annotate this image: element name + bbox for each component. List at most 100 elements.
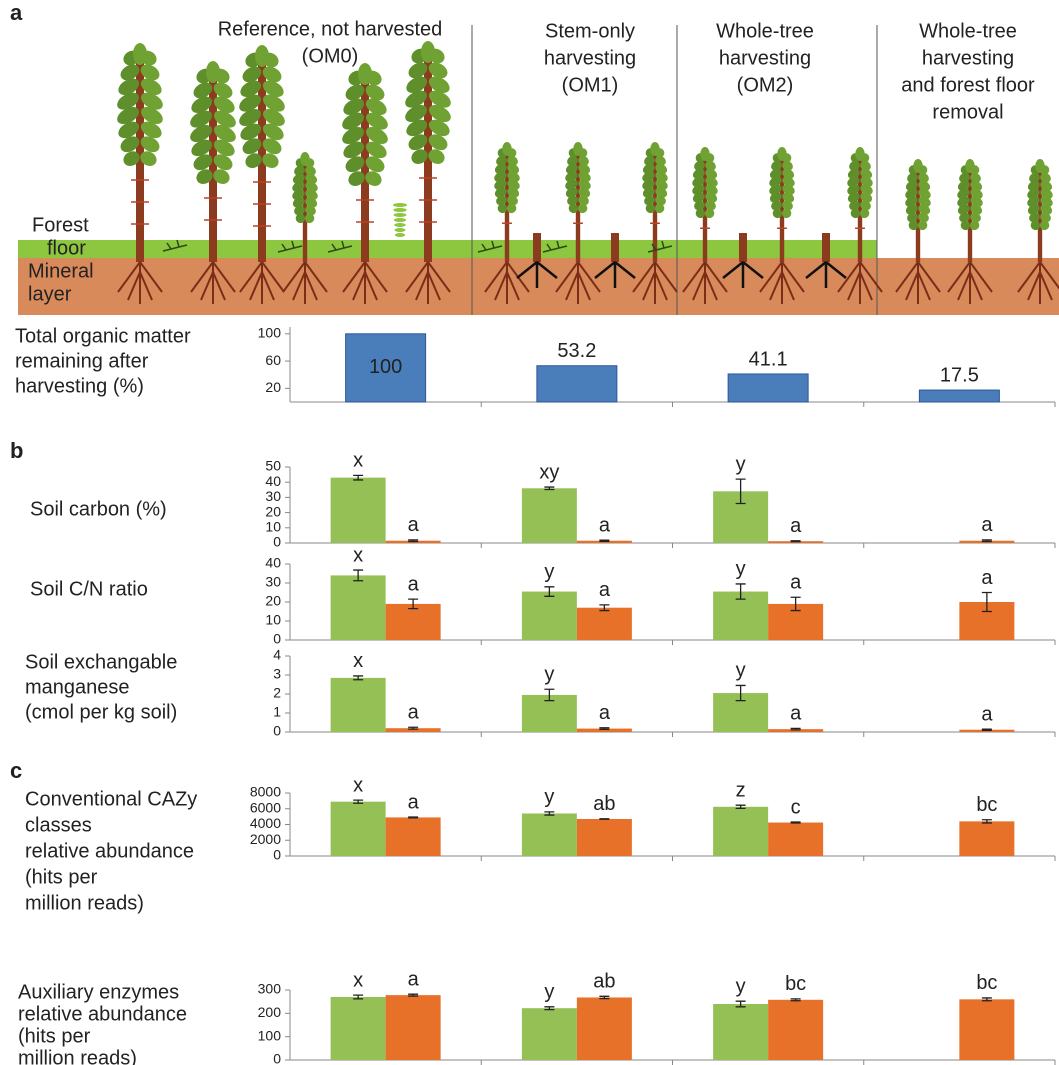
- leaf: [860, 160, 871, 171]
- leaf: [118, 121, 140, 139]
- leaf: [366, 112, 388, 130]
- error-bar: [408, 816, 419, 819]
- debris: [277, 240, 303, 253]
- treatment-label: Whole-tree: [919, 20, 1017, 42]
- leaf: [502, 142, 512, 156]
- leaf: [507, 187, 520, 198]
- bar: [330, 575, 386, 640]
- mineral-layer: [18, 258, 1059, 315]
- stump: [739, 233, 747, 262]
- error-bar: [981, 539, 992, 543]
- leaf: [214, 110, 236, 128]
- leaf: [782, 160, 793, 171]
- leaf: [965, 159, 975, 173]
- significance-letter: x: [353, 774, 363, 796]
- leaf: [705, 184, 718, 195]
- leaf: [957, 196, 970, 207]
- y-tick-label: 40: [265, 555, 281, 571]
- fern: [394, 233, 406, 237]
- leaf: [705, 176, 718, 187]
- leaf: [242, 138, 262, 155]
- leaf: [642, 179, 655, 190]
- bar: [536, 365, 618, 403]
- treatment-label: harvesting: [922, 47, 1014, 69]
- leaf: [429, 104, 451, 123]
- leaf: [957, 204, 970, 215]
- y-axis-label: Soil exchangable: [25, 651, 177, 673]
- roots: [117, 261, 163, 304]
- significance-letter: a: [599, 702, 611, 724]
- leaf: [213, 82, 233, 99]
- leaf: [345, 156, 365, 173]
- bar: [330, 801, 386, 856]
- trunk: [779, 160, 785, 262]
- leaf: [860, 176, 873, 187]
- leaf: [406, 119, 428, 137]
- leaf: [970, 188, 983, 199]
- leaf: [1029, 172, 1040, 183]
- error-bar: [544, 586, 555, 597]
- bar: [385, 995, 441, 1060]
- leaf: [1027, 180, 1040, 191]
- panel-label: a: [10, 0, 23, 25]
- leaf: [849, 200, 860, 211]
- leaf: [117, 92, 139, 110]
- leaf: [133, 43, 147, 65]
- y-axis-label: Soil carbon (%): [30, 498, 167, 520]
- trunk: [209, 78, 217, 262]
- leaf: [365, 156, 385, 173]
- significance-letter: bc: [976, 972, 997, 994]
- panel-label: c: [10, 758, 22, 783]
- fern: [393, 218, 407, 222]
- bar: [959, 821, 1015, 856]
- leaf: [565, 163, 578, 174]
- error-bar: [735, 478, 746, 505]
- y-tick-label: 60: [265, 352, 281, 368]
- fern: [393, 213, 407, 217]
- leaf: [428, 149, 445, 165]
- layer-label: floor: [47, 237, 86, 259]
- leaf: [769, 184, 782, 195]
- bar: [576, 818, 632, 856]
- error-bar: [408, 993, 419, 997]
- leaf: [970, 196, 983, 207]
- value-label: 53.2: [557, 340, 596, 362]
- value-label: 100: [369, 356, 402, 378]
- leaf: [565, 187, 578, 198]
- error-bar: [353, 569, 364, 582]
- leaf: [494, 179, 507, 190]
- leaf: [193, 154, 213, 171]
- leaf: [705, 168, 718, 179]
- leaf: [140, 121, 162, 139]
- leaf: [782, 192, 795, 203]
- leaf: [860, 192, 873, 203]
- error-bar: [408, 539, 419, 543]
- y-axis-label: manganese: [25, 676, 130, 698]
- roots: [239, 261, 285, 304]
- y-tick-label: 40: [265, 473, 281, 489]
- leaf: [777, 147, 787, 161]
- treatment-label: (OM2): [737, 74, 794, 96]
- stump: [533, 233, 541, 262]
- trunk: [857, 160, 863, 262]
- y-tick-label: 1: [273, 704, 281, 720]
- y-tick-label: 2: [273, 685, 281, 701]
- trunk: [302, 165, 308, 262]
- leaf: [140, 136, 160, 153]
- y-tick-label: 20: [265, 379, 281, 395]
- leaf: [292, 181, 305, 192]
- significance-letter: a: [408, 791, 420, 813]
- leaf: [960, 220, 971, 231]
- leaf: [578, 163, 591, 174]
- trunk: [136, 60, 144, 262]
- leaf: [305, 173, 318, 184]
- tree-illustration: [117, 41, 1059, 304]
- error-bar: [981, 591, 992, 613]
- treatment-label: and forest floor: [901, 74, 1035, 96]
- leaf: [294, 205, 305, 216]
- leaf: [190, 110, 212, 128]
- roots: [632, 261, 678, 304]
- leaf: [769, 176, 782, 187]
- y-axis-label: Total organic matter: [15, 325, 191, 347]
- significance-letter: y: [544, 561, 554, 583]
